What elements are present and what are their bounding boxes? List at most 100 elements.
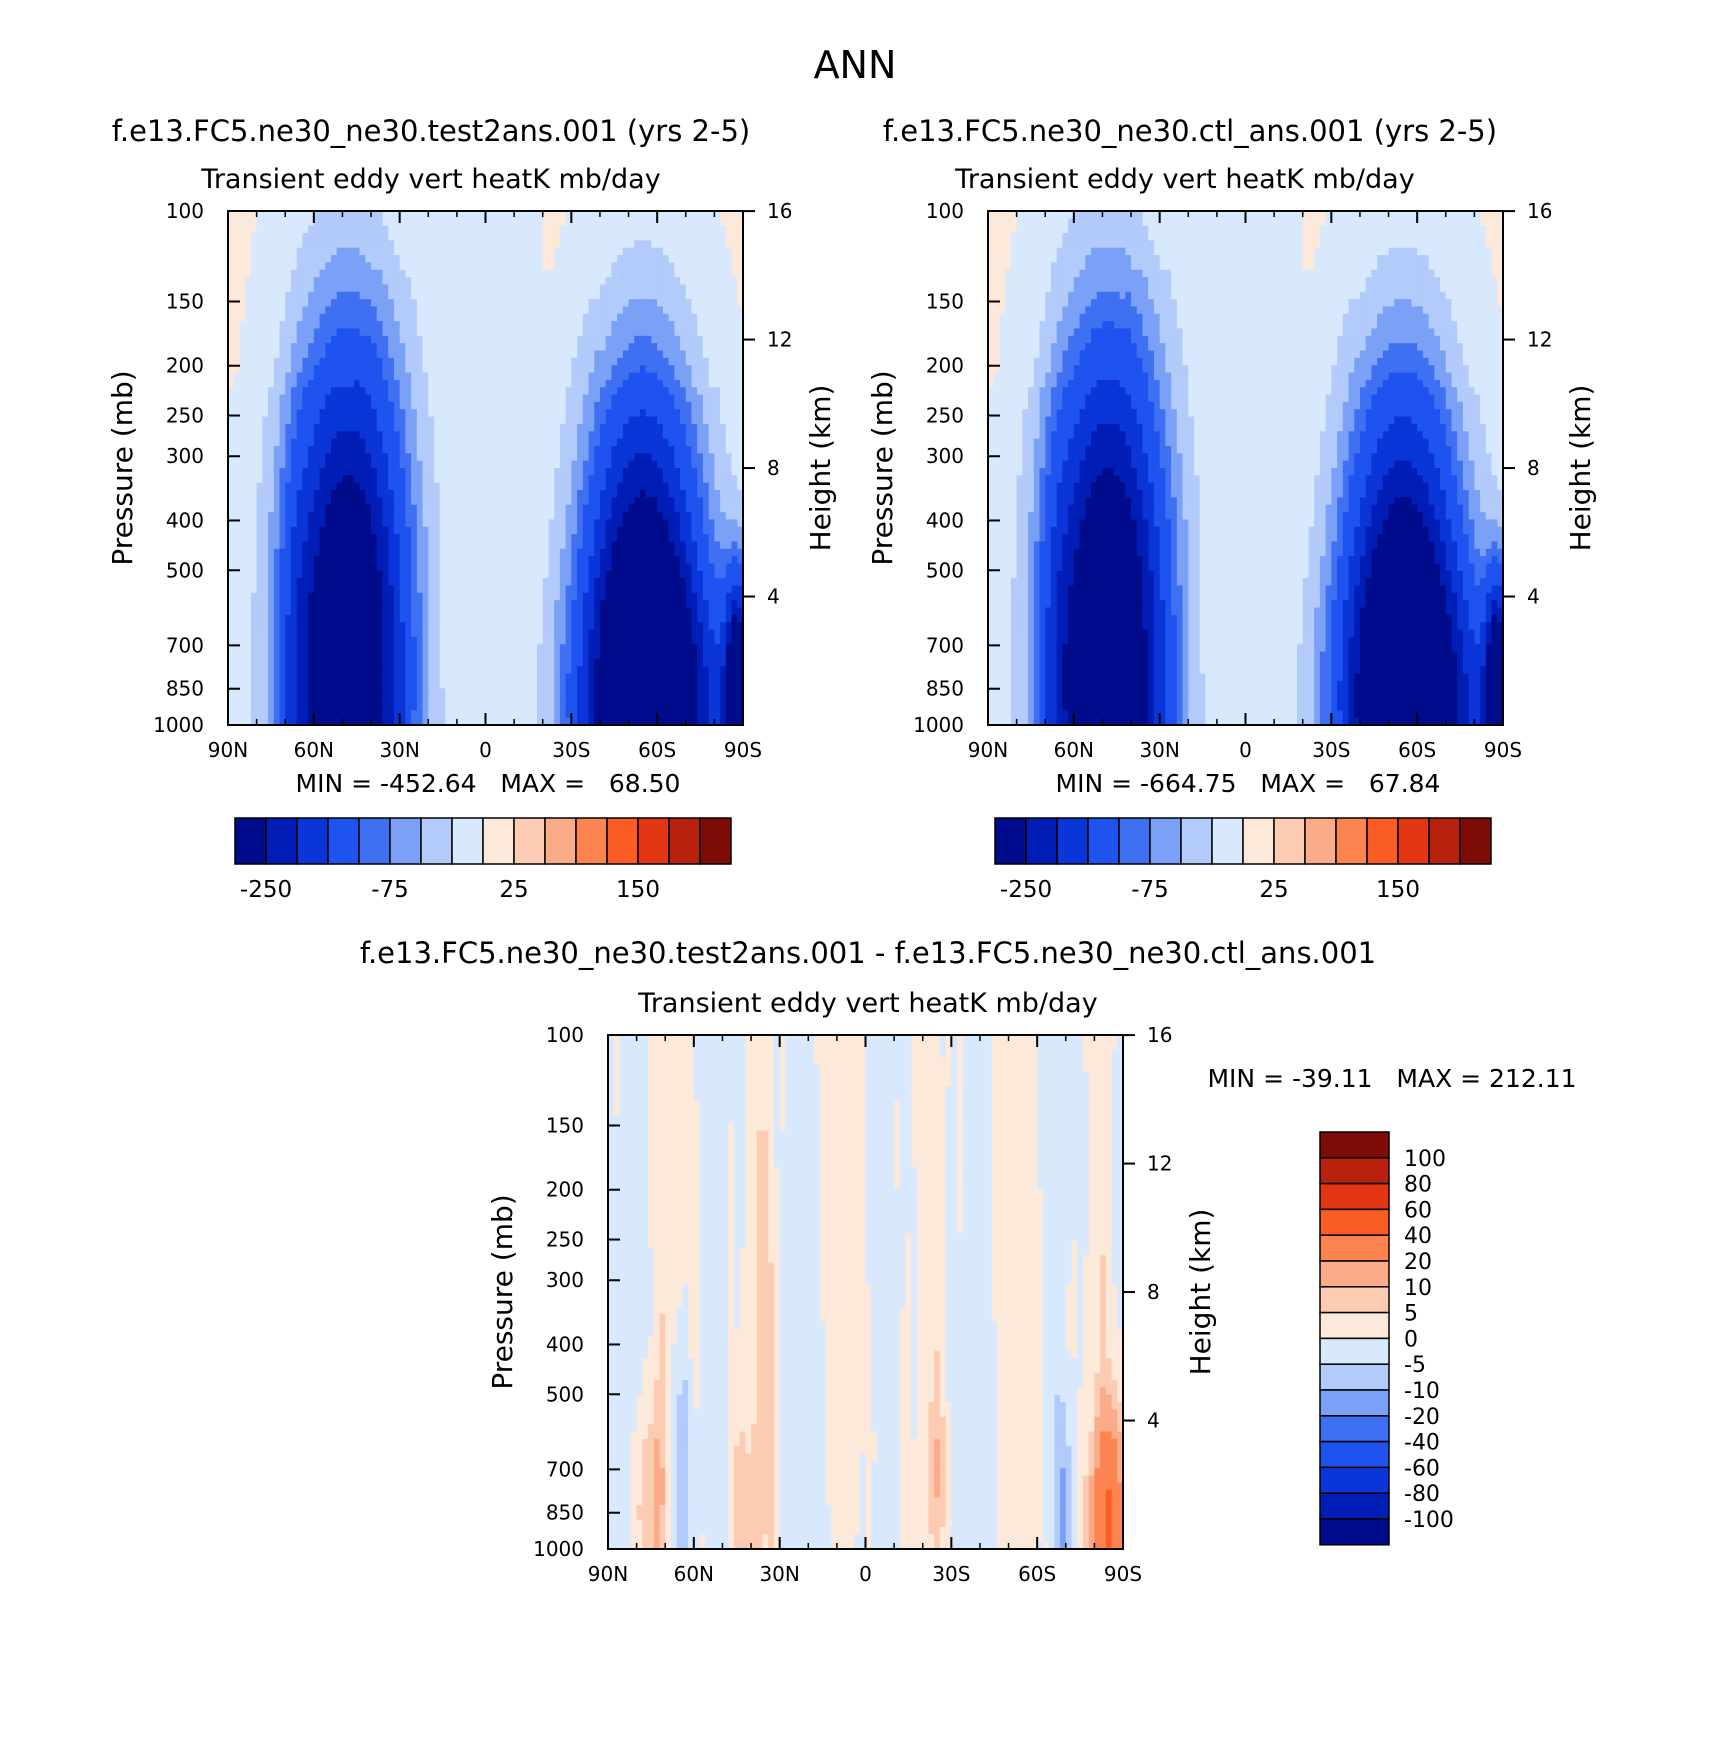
field-cell: [423, 365, 429, 373]
field-cell: [491, 262, 497, 270]
field-cell: [331, 497, 337, 505]
field-cell: [360, 284, 366, 292]
field-cell: [251, 255, 257, 263]
field-cell: [680, 446, 686, 454]
field-cell: [657, 600, 663, 608]
field-cell: [537, 336, 543, 344]
field-cell: [445, 351, 451, 359]
field-cell: [543, 556, 549, 564]
field-cell: [400, 615, 406, 623]
field-cell: [634, 483, 640, 491]
field-cell: [663, 600, 669, 608]
field-cell: [388, 461, 394, 469]
field-cell: [537, 519, 543, 527]
field-cell: [388, 365, 394, 373]
field-cell: [377, 585, 383, 593]
field-cell: [543, 358, 549, 366]
field-cell: [445, 505, 451, 513]
field-cell: [714, 431, 720, 439]
field-cell: [629, 490, 635, 498]
field-cell: [566, 328, 572, 336]
field-cell: [548, 571, 554, 579]
field-cell: [629, 541, 635, 549]
field-cell: [394, 262, 400, 270]
field-cell: [508, 483, 514, 491]
field-cell: [348, 468, 354, 476]
field-cell: [697, 527, 703, 535]
field-cell: [474, 519, 480, 527]
field-cell: [611, 358, 617, 366]
field-cell: [623, 233, 629, 241]
field-cell: [520, 365, 526, 373]
field-cell: [377, 351, 383, 359]
field-cell: [268, 578, 274, 586]
field-cell: [646, 446, 652, 454]
field-cell: [657, 233, 663, 241]
field-cell: [451, 431, 457, 439]
field-cell: [600, 541, 606, 549]
field-cell: [423, 519, 429, 527]
field-cell: [354, 497, 360, 505]
field-cell: [720, 336, 726, 344]
field-cell: [274, 534, 280, 542]
field-cell: [457, 468, 463, 476]
field-cell: [331, 461, 337, 469]
field-cell: [566, 343, 572, 351]
field-cell: [451, 585, 457, 593]
field-cell: [388, 608, 394, 616]
field-cell: [291, 585, 297, 593]
field-cell: [451, 395, 457, 403]
field-cell: [331, 431, 337, 439]
field-cell: [646, 233, 652, 241]
field-cell: [577, 446, 583, 454]
field-cell: [371, 512, 377, 520]
field-cell: [262, 255, 268, 263]
field-cell: [365, 284, 371, 292]
field-cell: [285, 343, 291, 351]
field-cell: [280, 571, 286, 579]
field-cell: [434, 255, 440, 263]
field-cell: [709, 453, 715, 461]
field-cell: [531, 306, 537, 314]
field-cell: [520, 593, 526, 601]
field-cell: [239, 527, 245, 535]
field-cell: [646, 336, 652, 344]
field-cell: [629, 387, 635, 395]
field-cell: [440, 343, 446, 351]
field-cell: [526, 336, 532, 344]
field-cell: [451, 534, 457, 542]
field-cell: [428, 343, 434, 351]
field-cell: [491, 593, 497, 601]
field-cell: [606, 328, 612, 336]
field-cell: [508, 255, 514, 263]
field-cell: [280, 226, 286, 234]
field-cell: [354, 519, 360, 527]
field-cell: [274, 351, 280, 359]
field-cell: [583, 468, 589, 476]
field-cell: [554, 233, 560, 241]
field-cell: [709, 468, 715, 476]
field-cell: [440, 505, 446, 513]
field-cell: [251, 431, 257, 439]
field-cell: [354, 556, 360, 564]
field-cell: [548, 284, 554, 292]
field-cell: [526, 468, 532, 476]
field-cell: [611, 563, 617, 571]
field-cell: [268, 453, 274, 461]
field-cell: [377, 277, 383, 285]
field-cell: [657, 468, 663, 476]
field-cell: [554, 343, 560, 351]
field-cell: [543, 284, 549, 292]
field-cell: [245, 321, 251, 329]
field-cell: [680, 277, 686, 285]
field-cell: [434, 541, 440, 549]
field-cell: [623, 468, 629, 476]
field-cell: [629, 578, 635, 586]
field-cell: [417, 600, 423, 608]
field-cell: [491, 351, 497, 359]
field-cell: [440, 534, 446, 542]
field-cell: [480, 519, 486, 527]
field-cell: [423, 453, 429, 461]
field-cell: [520, 262, 526, 270]
field-cell: [234, 512, 240, 520]
